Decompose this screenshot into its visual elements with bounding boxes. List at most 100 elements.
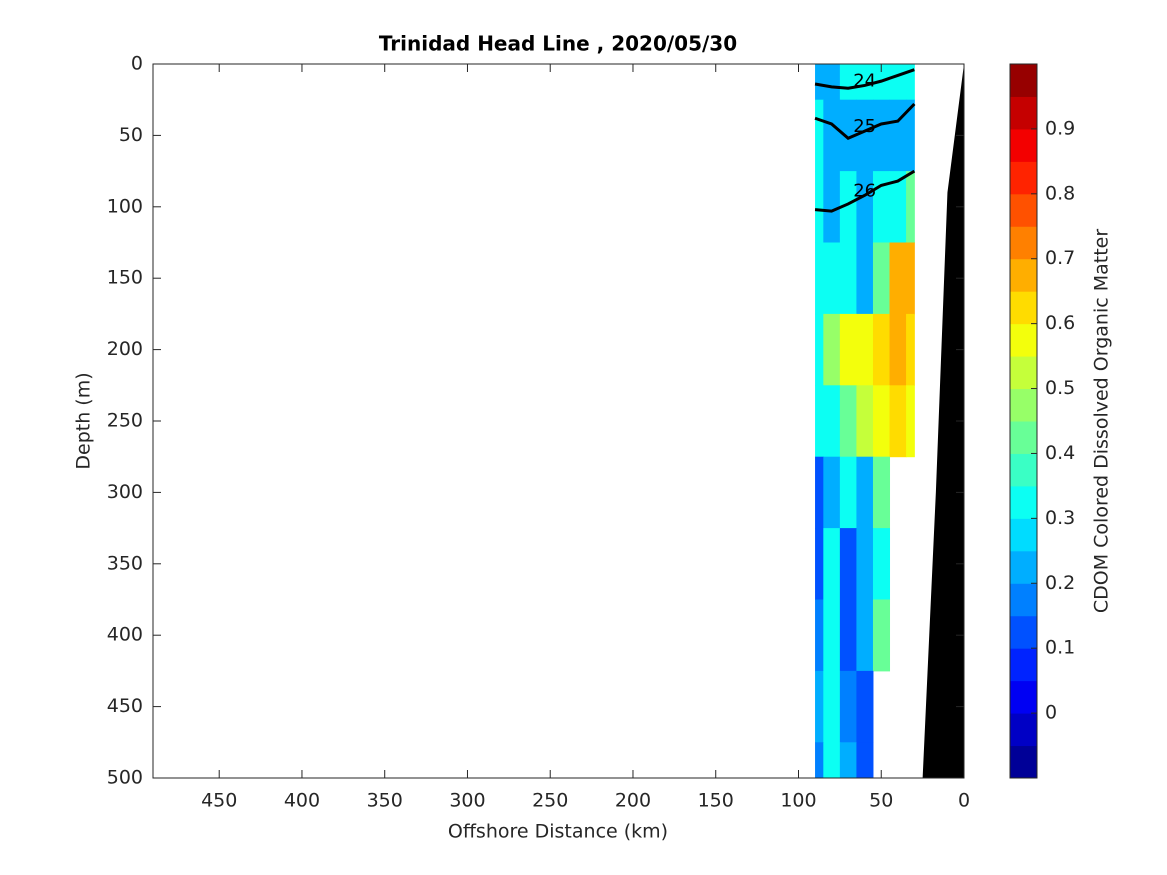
contour-line — [814, 169, 916, 213]
colorbar-tick-label: 0.3 — [1045, 507, 1075, 529]
colorbar-tick-label: 0.5 — [1045, 377, 1075, 399]
colorbar-tick-label: 0.7 — [1045, 247, 1075, 269]
cell — [906, 171, 915, 243]
x-tick-label: 150 — [698, 790, 734, 812]
y-tick-label: 350 — [107, 552, 143, 574]
cell — [889, 171, 907, 243]
y-tick-label: 300 — [107, 481, 143, 503]
cell — [872, 456, 891, 529]
cell — [839, 528, 857, 600]
cell — [823, 670, 841, 743]
x-tick-label: 250 — [532, 790, 568, 812]
cell — [906, 242, 915, 315]
x-tick-label: 300 — [449, 790, 485, 812]
x-axis-label: Offshore Distance (km) — [448, 821, 668, 843]
colorbar-band — [1010, 615, 1037, 649]
colorbar-band — [1010, 648, 1037, 682]
cell — [872, 242, 891, 315]
colorbar-band — [1010, 161, 1037, 195]
x-tick-label: 0 — [958, 790, 970, 812]
colorbar-band — [1010, 356, 1037, 390]
cell — [815, 670, 824, 743]
colorbar-label: CDOM Colored Dissolved Organic Matter — [1091, 229, 1113, 613]
cell — [839, 171, 857, 243]
cell — [815, 742, 824, 779]
y-tick-label: 400 — [107, 624, 143, 646]
cell — [906, 99, 915, 172]
cell — [856, 313, 874, 386]
colorbar-band — [1010, 453, 1037, 487]
cell — [839, 385, 857, 458]
cell — [906, 64, 915, 101]
colorbar-band — [1010, 583, 1037, 617]
cell — [889, 64, 907, 101]
colorbar-band — [1010, 291, 1037, 325]
cell — [823, 528, 841, 600]
y-tick-label: 500 — [107, 767, 143, 789]
contour-line — [814, 102, 916, 141]
cell — [823, 64, 841, 101]
cell — [823, 171, 841, 243]
cell — [839, 242, 857, 315]
x-tick-label: 100 — [780, 790, 816, 812]
cell — [839, 599, 857, 672]
cell — [815, 64, 824, 101]
cell — [815, 528, 824, 600]
cell — [839, 64, 857, 101]
cell — [823, 99, 841, 172]
y-tick-label: 450 — [107, 695, 143, 717]
y-tick-label: 250 — [107, 410, 143, 432]
cell — [856, 385, 874, 458]
y-tick-label: 50 — [119, 124, 143, 146]
colorbar-tick-label: 0.4 — [1045, 442, 1075, 464]
cell — [856, 242, 874, 315]
cell — [839, 456, 857, 529]
colorbar-tick-label: 0 — [1045, 702, 1057, 724]
cell — [856, 64, 874, 101]
cell — [823, 599, 841, 672]
cell — [823, 385, 841, 458]
x-tick-label: 200 — [615, 790, 651, 812]
colorbar-band — [1010, 64, 1037, 97]
cell — [823, 242, 841, 315]
cell — [839, 742, 857, 779]
colorbar-band — [1010, 258, 1037, 292]
colorbar-band — [1010, 323, 1037, 357]
cell — [906, 385, 915, 458]
colorbar-band — [1010, 518, 1037, 552]
cell — [872, 313, 891, 386]
y-tick-label: 200 — [107, 338, 143, 360]
cell — [856, 599, 874, 672]
colorbar-frame — [1009, 63, 1038, 779]
contour-label: 26 — [853, 180, 876, 201]
x-tick-label: 50 — [869, 790, 893, 812]
cell — [823, 742, 841, 779]
y-tick-label: 100 — [107, 195, 143, 217]
colorbar-tick-label: 0.8 — [1045, 182, 1075, 204]
cell — [856, 528, 874, 600]
colorbar-band — [1010, 713, 1037, 747]
cell — [889, 385, 907, 458]
cell — [889, 99, 907, 172]
cell — [839, 313, 857, 386]
cell — [815, 171, 824, 243]
contour-label: 25 — [853, 116, 876, 137]
y-tick-label: 150 — [107, 267, 143, 289]
colorbar-band — [1010, 226, 1037, 260]
cell — [872, 385, 891, 458]
cell — [856, 171, 874, 243]
cell — [872, 599, 891, 672]
contour-label: 24 — [853, 70, 876, 91]
colorbar-tick-label: 0.1 — [1045, 637, 1075, 659]
cell — [839, 670, 857, 743]
cell — [872, 528, 891, 600]
cell — [815, 599, 824, 672]
y-tick-label: 0 — [131, 53, 143, 75]
bathymetry — [922, 64, 964, 778]
cell — [839, 99, 857, 172]
cell — [906, 313, 915, 386]
x-tick-label: 350 — [367, 790, 403, 812]
colorbar-band — [1010, 421, 1037, 454]
colorbar-band — [1010, 96, 1037, 130]
